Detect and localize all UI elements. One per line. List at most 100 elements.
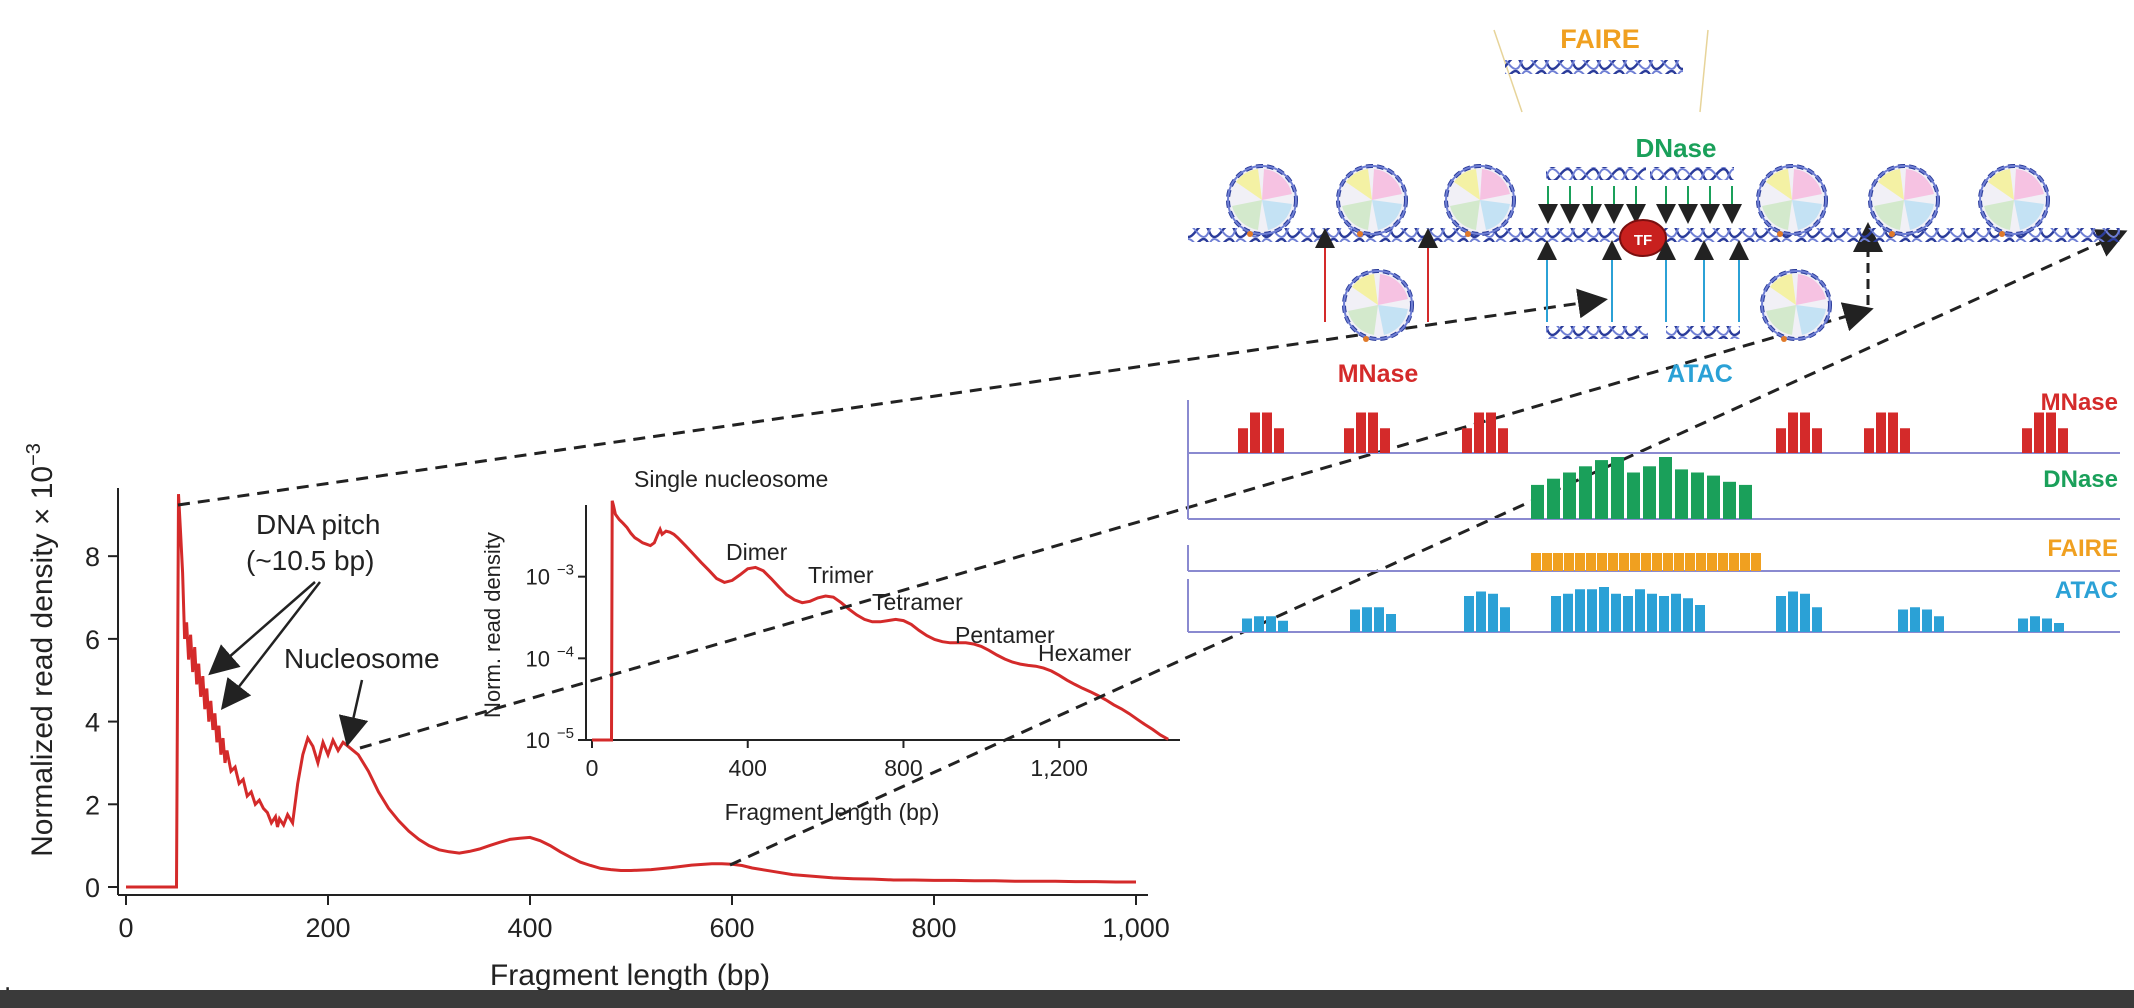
atac-bar — [1659, 596, 1669, 632]
atac-bar — [1611, 593, 1621, 632]
dnase-fragment-1 — [1546, 167, 1646, 180]
mnase-label: MNase — [1338, 360, 1419, 388]
main-y-tick-label: 8 — [85, 542, 100, 572]
atac-bar — [1695, 605, 1705, 632]
inset-label-trimer: Trimer — [808, 562, 874, 588]
annotation-nucleosome: Nucleosome — [284, 643, 440, 674]
main-x-tick-label: 600 — [709, 913, 754, 943]
atac-bar — [1812, 607, 1822, 632]
atac-bar — [1551, 596, 1561, 632]
atac-bar — [1934, 616, 1944, 632]
track-label-faire: FAIRE — [2047, 535, 2118, 562]
atac-bar — [1922, 609, 1932, 632]
atac-bar — [1671, 593, 1681, 632]
faire-bar — [1740, 553, 1750, 571]
dnase-bar — [1547, 478, 1560, 519]
nucleosome-arrow — [338, 679, 369, 747]
atac-fragment-1 — [1546, 326, 1648, 339]
track-label-dnase: DNase — [2043, 466, 2118, 493]
mnase-bar — [1356, 412, 1366, 453]
faire-bar — [1630, 553, 1640, 571]
released-nucleosome — [1760, 269, 1832, 342]
mnase-bar — [1274, 428, 1284, 453]
released-nucleosome — [1342, 269, 1414, 342]
dnase-bar — [1611, 457, 1624, 519]
inset-y-tick-label: 10 — [526, 728, 550, 753]
atac-bar — [1386, 614, 1396, 632]
mnase-bar — [1238, 428, 1248, 453]
released-nucleosomes — [1342, 269, 1832, 342]
mnase-bar — [1900, 428, 1910, 453]
inset-y-tick-exponent: −5 — [557, 725, 574, 742]
dnase-bar — [1531, 484, 1544, 519]
nucleosome — [1226, 164, 1298, 237]
main-chart: 0 200 400 600 800 1,000 0 2 4 6 8 Normalized read… — [23, 443, 1170, 990]
main-y-tick-label: 0 — [85, 873, 100, 903]
faire-bracket-right — [1699, 29, 1709, 113]
dnase-bar — [1675, 469, 1688, 519]
main-x-tick-label: 0 — [118, 913, 133, 943]
main-y-tick-label: 4 — [85, 708, 100, 738]
mnase-bar — [1498, 428, 1508, 453]
faire-bar — [1663, 553, 1673, 571]
atac-bar — [1476, 591, 1486, 632]
main-x-tick-label: 800 — [911, 913, 956, 943]
dna-pitch-arrow-2 — [220, 581, 321, 710]
mnase-bar — [2034, 412, 2044, 453]
dnase-bar — [1579, 466, 1592, 519]
connector-nucleosome-flank — [359, 302, 1874, 750]
mnase-bar — [1876, 412, 1886, 453]
faire-bar — [1707, 553, 1717, 571]
main-y-ticks: 0 2 4 6 8 — [85, 542, 118, 903]
faire-fragment — [1505, 60, 1683, 74]
atac-bar — [1575, 589, 1585, 632]
inset-chart: 0 400 800 1,200 10 −5 10 −4 10 −3 Norm. read den… — [480, 466, 1180, 825]
mnase-bar — [1864, 428, 1874, 453]
mnase-bar — [1776, 428, 1786, 453]
dnase-bar — [1691, 472, 1704, 519]
inset-y-ticks: 10 −5 10 −4 10 −3 — [526, 562, 586, 753]
main-x-tick-label: 200 — [305, 913, 350, 943]
inset-x-tick-label: 1,200 — [1030, 755, 1088, 781]
inset-y-tick-exponent: −4 — [557, 643, 574, 660]
atac-bar — [1374, 607, 1384, 632]
transcription-factor — [1619, 219, 1667, 257]
inset-y-tick-exponent: −3 — [557, 562, 574, 579]
inset-label-dimer: Dimer — [726, 539, 788, 565]
dna-pitch-arrow-1 — [208, 581, 316, 676]
dnase-bar — [1595, 460, 1608, 519]
inset-y-tick-label: 10 — [526, 565, 550, 590]
atac-fragment-2 — [1666, 326, 1740, 339]
bottom-bar — [0, 990, 2134, 1008]
track-label-mnase: MNase — [2041, 389, 2118, 416]
dnase-bar — [1563, 472, 1576, 519]
dnase-bar — [1723, 481, 1736, 519]
mnase-bar — [1788, 412, 1798, 453]
faire-bar — [1729, 553, 1739, 571]
atac-bar — [1362, 607, 1372, 632]
atac-bar — [1788, 591, 1798, 632]
atac-bar — [1254, 616, 1264, 632]
atac-bar — [1266, 616, 1276, 632]
faire-bar — [1586, 553, 1596, 571]
inset-x-tick-label: 800 — [884, 755, 922, 781]
dnase-bar — [1643, 466, 1656, 519]
nucleosome — [1444, 164, 1516, 237]
annotation-dna-pitch-value: (~10.5 bp) — [246, 545, 374, 576]
atac-bar — [1898, 609, 1908, 632]
main-x-tick-label: 400 — [507, 913, 552, 943]
inset-x-tick-label: 0 — [586, 755, 599, 781]
nucleosome — [1868, 164, 1940, 237]
inset-y-axis-title: Norm. read density — [480, 532, 505, 718]
faire-bar — [1685, 553, 1695, 571]
chromatin-schematic: FAIRE DNase TF MNase ATAC — [1188, 24, 2120, 388]
faire-bar — [1619, 553, 1629, 571]
inset-label-single-nucleosome: Single nucleosome — [634, 466, 828, 492]
atac-bar — [2030, 616, 2040, 632]
atac-bar — [1500, 607, 1510, 632]
atac-bar — [1683, 598, 1693, 632]
faire-bar — [1652, 553, 1662, 571]
nucleosome-row — [1226, 164, 2050, 237]
mnase-bar — [1486, 412, 1496, 453]
nucleosome — [1336, 164, 1408, 237]
